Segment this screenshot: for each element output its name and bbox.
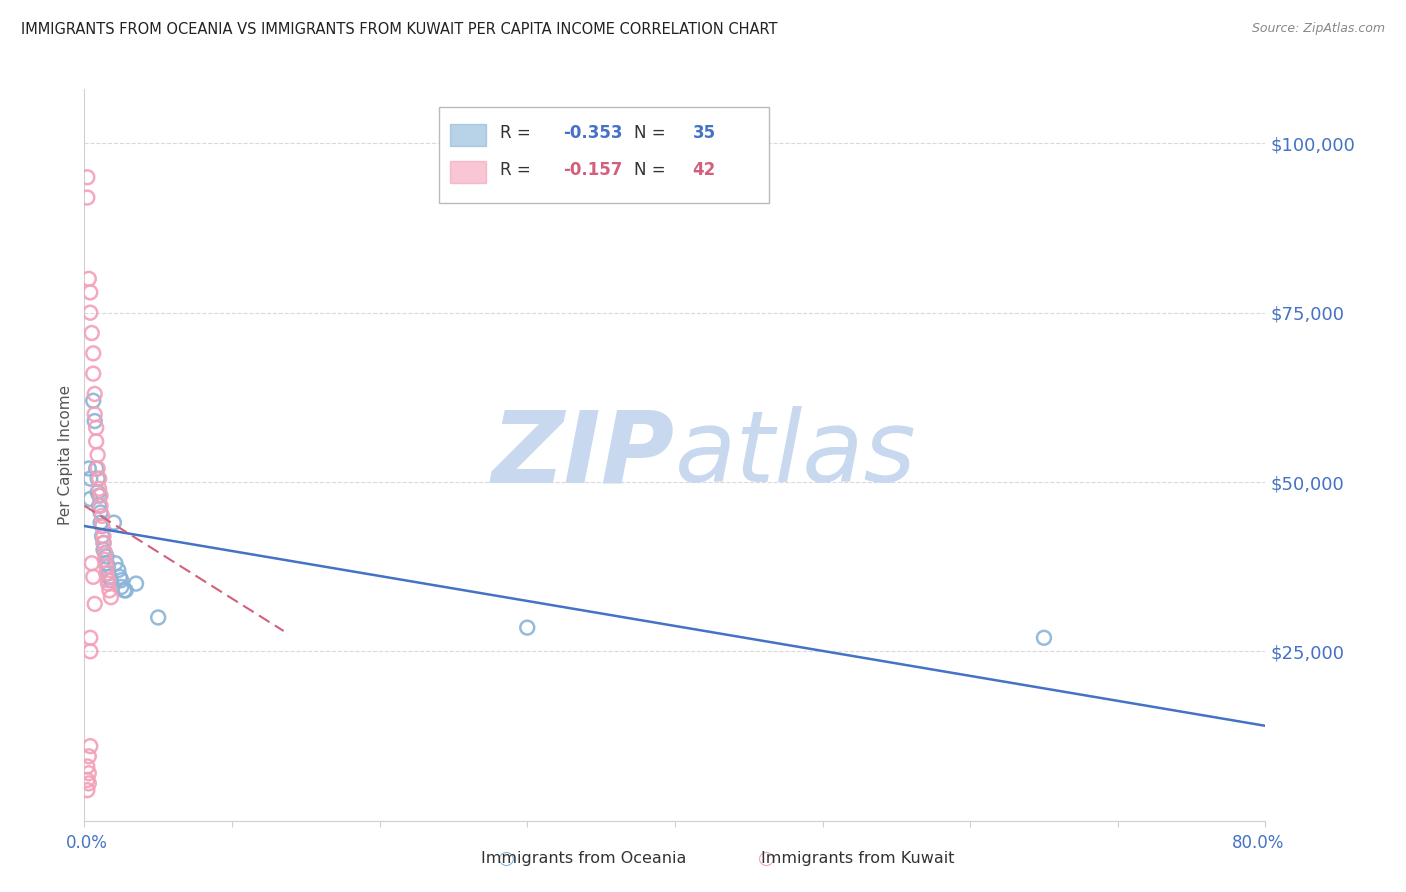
Point xyxy=(86,485,108,500)
Point xyxy=(89,472,111,486)
Point xyxy=(90,516,112,530)
Point xyxy=(104,556,127,570)
Point xyxy=(90,506,112,520)
Point xyxy=(79,631,101,645)
Text: Source: ZipAtlas.com: Source: ZipAtlas.com xyxy=(1251,22,1385,36)
Text: atlas: atlas xyxy=(675,407,917,503)
Text: N =: N = xyxy=(634,161,671,178)
Point xyxy=(79,472,101,486)
FancyBboxPatch shape xyxy=(439,108,769,202)
Point xyxy=(108,570,131,584)
Point xyxy=(97,576,120,591)
Point xyxy=(77,461,100,475)
Point xyxy=(89,489,111,503)
Point xyxy=(125,576,148,591)
Point xyxy=(86,448,108,462)
Point xyxy=(79,491,101,506)
Point xyxy=(90,489,112,503)
Point xyxy=(103,516,125,530)
Point xyxy=(97,573,120,587)
Point xyxy=(148,610,170,624)
Point xyxy=(86,461,108,475)
Point xyxy=(76,759,98,773)
Point xyxy=(79,285,101,300)
Point xyxy=(91,508,114,523)
Point xyxy=(114,583,136,598)
Point xyxy=(79,306,101,320)
Point xyxy=(96,549,118,564)
Point xyxy=(84,434,107,449)
Text: R =: R = xyxy=(501,124,536,142)
Text: ○: ○ xyxy=(498,848,515,868)
Point xyxy=(94,546,117,560)
Text: ○: ○ xyxy=(758,848,775,868)
Text: 80.0%: 80.0% xyxy=(1232,834,1285,852)
Point xyxy=(100,573,122,587)
Point xyxy=(83,597,105,611)
Text: R =: R = xyxy=(501,161,536,178)
Point xyxy=(76,170,98,185)
Bar xyxy=(450,124,486,146)
Point xyxy=(93,536,115,550)
Point xyxy=(100,590,122,604)
Point xyxy=(82,570,104,584)
Point xyxy=(79,644,101,658)
Point xyxy=(516,621,538,635)
Point xyxy=(77,766,100,780)
Point xyxy=(91,519,114,533)
Point xyxy=(90,499,112,513)
Point xyxy=(91,519,114,533)
Point xyxy=(84,461,107,475)
Point xyxy=(96,556,118,570)
Point xyxy=(97,559,120,574)
Point xyxy=(94,553,117,567)
Point xyxy=(80,556,103,570)
Point xyxy=(93,542,115,557)
Point xyxy=(77,749,100,764)
Point xyxy=(86,472,108,486)
Bar xyxy=(450,161,486,183)
Text: ZIP: ZIP xyxy=(492,407,675,503)
Point xyxy=(112,583,135,598)
Point xyxy=(1032,631,1054,645)
Point xyxy=(83,414,105,428)
Point xyxy=(82,346,104,360)
Point xyxy=(89,499,111,513)
Point xyxy=(77,272,100,286)
Point xyxy=(107,563,129,577)
Point xyxy=(76,190,98,204)
Point xyxy=(110,580,132,594)
Text: 0.0%: 0.0% xyxy=(66,834,108,852)
Point xyxy=(82,367,104,381)
Point xyxy=(94,546,117,560)
Point xyxy=(83,407,105,421)
Point xyxy=(110,573,132,587)
Y-axis label: Per Capita Income: Per Capita Income xyxy=(58,384,73,525)
Point xyxy=(96,559,118,574)
Point xyxy=(82,393,104,408)
Point xyxy=(80,326,103,340)
Text: 42: 42 xyxy=(693,161,716,178)
Text: -0.157: -0.157 xyxy=(562,161,621,178)
Point xyxy=(98,570,121,584)
Text: -0.353: -0.353 xyxy=(562,124,623,142)
Point xyxy=(93,536,115,550)
Point xyxy=(96,566,118,581)
Point xyxy=(84,421,107,435)
Point xyxy=(79,739,101,753)
Text: Immigrants from Oceania: Immigrants from Oceania xyxy=(481,851,686,865)
Text: Immigrants from Kuwait: Immigrants from Kuwait xyxy=(761,851,955,865)
Point xyxy=(98,583,121,598)
Point xyxy=(93,529,115,543)
Text: IMMIGRANTS FROM OCEANIA VS IMMIGRANTS FROM KUWAIT PER CAPITA INCOME CORRELATION : IMMIGRANTS FROM OCEANIA VS IMMIGRANTS FR… xyxy=(21,22,778,37)
Point xyxy=(97,566,120,581)
Point xyxy=(76,783,98,797)
Point xyxy=(91,529,114,543)
Point xyxy=(77,776,100,790)
Point xyxy=(89,482,111,496)
Text: N =: N = xyxy=(634,124,671,142)
Point xyxy=(83,387,105,401)
Point xyxy=(76,772,98,787)
Text: 35: 35 xyxy=(693,124,716,142)
